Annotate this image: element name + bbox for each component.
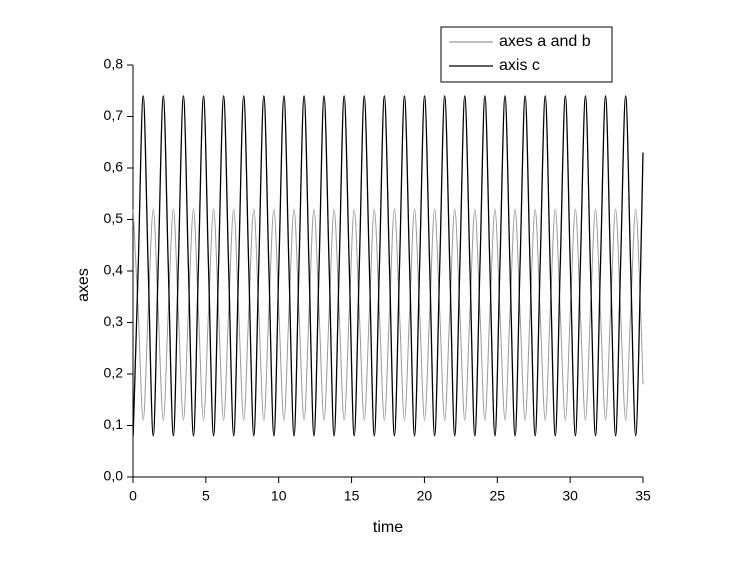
series-line bbox=[132, 95, 644, 437]
series-line bbox=[132, 208, 644, 421]
y-tick-label: 0,2 bbox=[104, 365, 124, 381]
y-tick-label: 0,7 bbox=[104, 107, 124, 123]
legend-label: axes a and b bbox=[499, 33, 591, 50]
y-tick-label: 0,1 bbox=[104, 416, 124, 432]
y-axis-label: axes bbox=[75, 268, 92, 302]
y-tick-label: 0,3 bbox=[104, 313, 124, 329]
y-tick-label: 0,6 bbox=[104, 159, 124, 175]
x-tick-label: 20 bbox=[417, 488, 433, 504]
x-tick-label: 25 bbox=[489, 488, 505, 504]
x-tick-label: 30 bbox=[562, 488, 578, 504]
y-tick-label: 0,8 bbox=[104, 56, 124, 72]
y-tick-label: 0,5 bbox=[104, 210, 124, 226]
legend-label: axis c bbox=[499, 57, 540, 74]
x-tick-label: 15 bbox=[344, 488, 360, 504]
legend-box bbox=[440, 26, 613, 83]
x-tick-label: 5 bbox=[202, 488, 210, 504]
y-tick-label: 0,0 bbox=[104, 468, 124, 484]
x-tick-label: 0 bbox=[129, 488, 137, 504]
x-tick-label: 10 bbox=[271, 488, 287, 504]
x-tick-label: 35 bbox=[635, 488, 651, 504]
y-tick-label: 0,4 bbox=[104, 262, 124, 278]
x-axis-label: time bbox=[373, 519, 403, 536]
